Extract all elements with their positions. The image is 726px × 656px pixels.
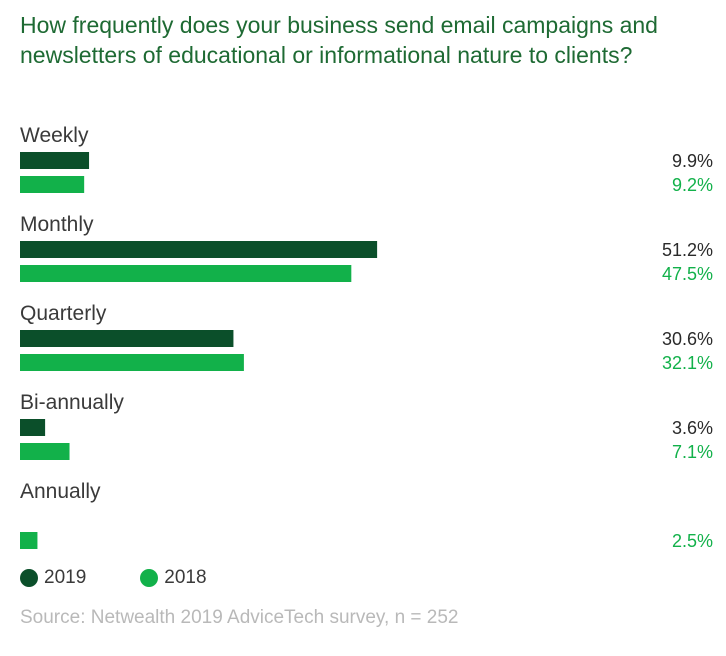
- bar-2018-quarterly: [20, 354, 244, 371]
- bar-2018-monthly: [20, 265, 352, 282]
- value-label-2018-weekly: 9.2%: [672, 175, 713, 195]
- legend-swatch-2019: [20, 569, 38, 587]
- value-label-2019-weekly: 9.9%: [672, 151, 713, 171]
- value-label-2019-monthly: 51.2%: [662, 240, 713, 260]
- bar-2018-annually: [20, 532, 38, 549]
- category-label-bi-annually: Bi-annually: [20, 391, 124, 414]
- legend-swatch-2018: [140, 569, 159, 587]
- chart-title: How frequently does your business send e…: [20, 12, 658, 68]
- value-label-2018-quarterly: 32.1%: [662, 353, 713, 373]
- legend-label-2019: 2019: [44, 567, 87, 588]
- value-label-2018-annually: 2.5%: [672, 531, 713, 551]
- category-label-quarterly: Quarterly: [20, 302, 107, 325]
- bar-2019-quarterly: [20, 330, 234, 347]
- bar-2019-bi-annually: [20, 419, 46, 436]
- legend: 2019 2018: [20, 567, 261, 589]
- bar-2019-weekly: [20, 152, 90, 169]
- bar-2018-bi-annually: [20, 443, 70, 460]
- category-label-annually: Annually: [20, 480, 101, 503]
- bar-2018-weekly: [20, 176, 85, 193]
- bar-2019-monthly: [20, 241, 378, 258]
- source-note: Source: Netwealth 2019 AdviceTech survey…: [20, 607, 459, 628]
- value-label-2018-monthly: 47.5%: [662, 264, 713, 284]
- legend-label-2018: 2018: [164, 567, 207, 588]
- category-label-weekly: Weekly: [20, 124, 89, 147]
- legend-item-2018: 2018: [140, 567, 207, 589]
- plot-area: Weekly 9.9% 9.2% Monthly 51.2% 47.5% Quarterly…: [20, 124, 713, 551]
- value-label-2019-bi-annually: 3.6%: [672, 418, 713, 438]
- category-label-monthly: Monthly: [20, 213, 94, 236]
- value-label-2019-quarterly: 30.6%: [662, 329, 713, 349]
- value-label-2018-bi-annually: 7.1%: [672, 442, 713, 462]
- legend-item-2019: 2019: [20, 567, 86, 589]
